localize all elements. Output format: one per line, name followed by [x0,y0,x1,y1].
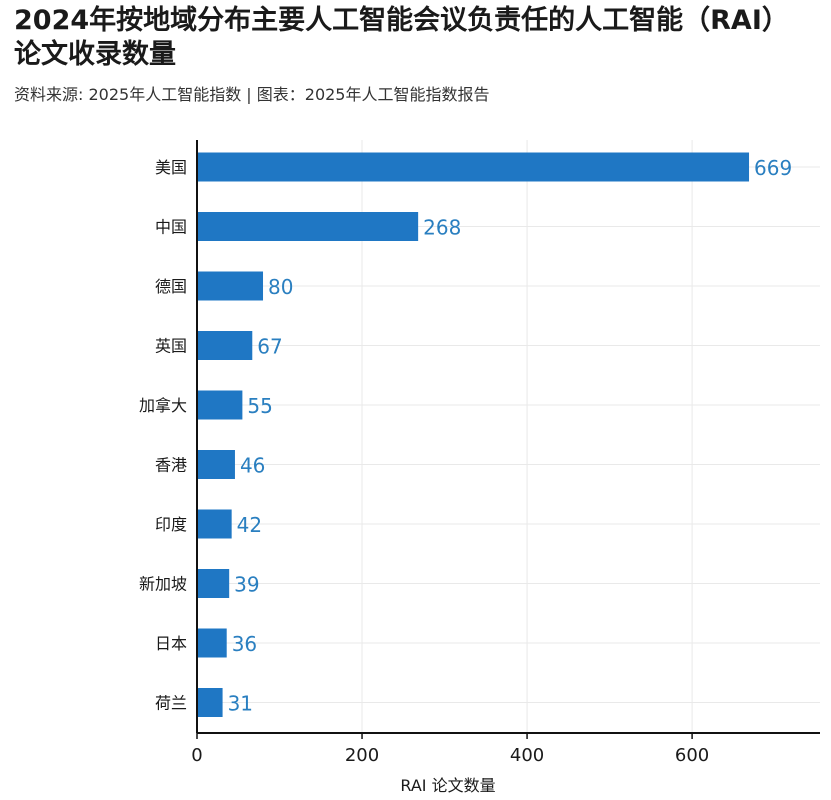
value-label: 268 [423,216,461,240]
value-label: 55 [247,394,272,418]
bar [197,628,227,658]
x-axis-title: RAI 论文数量 [400,776,495,795]
bar [197,390,243,420]
bar [197,212,419,241]
category-label: 德国 [155,277,187,296]
value-label: 80 [268,275,293,299]
category-label: 美国 [155,158,187,177]
value-label: 669 [754,156,792,180]
x-tick-label: 0 [191,745,202,766]
value-label: 67 [257,335,282,359]
bar [197,450,235,479]
value-label: 42 [237,513,262,537]
chart-title: 2024年按地域分布主要人工智能会议负责任的人工智能（RAI）论文收录数量 [14,5,789,70]
bar [197,331,253,360]
bar [197,152,750,182]
x-tick-label: 200 [345,745,379,766]
category-label: 日本 [155,634,187,653]
chart-subtitle: 资料来源: 2025年人工智能指数 | 图表：2025年人工智能指数报告 [14,85,490,104]
bar [197,509,232,539]
bar [197,569,230,598]
bar [197,271,264,301]
x-tick-label: 600 [675,745,709,766]
category-label: 中国 [155,218,187,237]
value-label: 31 [228,692,253,716]
x-tick-label: 400 [510,745,544,766]
category-label: 香港 [155,456,187,475]
category-label: 印度 [155,515,187,534]
category-label: 英国 [155,337,187,356]
value-label: 39 [234,573,259,597]
value-label: 36 [232,632,257,656]
category-label: 加拿大 [139,396,187,415]
category-label: 荷兰 [155,694,187,713]
category-label: 新加坡 [139,575,187,594]
value-label: 46 [240,454,265,478]
bar [197,688,223,717]
